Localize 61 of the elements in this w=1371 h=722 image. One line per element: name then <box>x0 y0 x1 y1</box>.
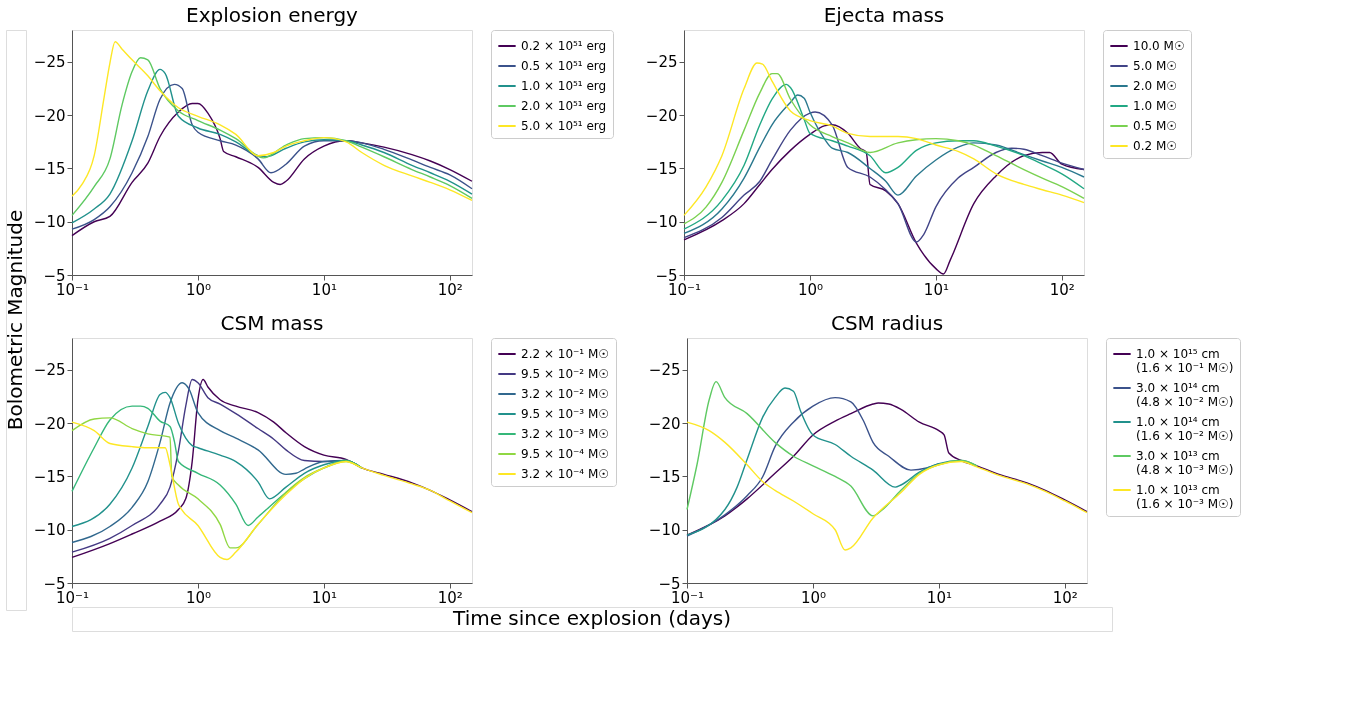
x-tick-label: 10² <box>437 588 463 607</box>
legend-label: 3.0 × 10¹³ cm (4.8 × 10⁻³ M☉) <box>1136 449 1234 477</box>
legend-label: 0.5 M☉ <box>1133 119 1178 133</box>
chart-title: CSM radius <box>830 310 944 335</box>
y-tick-label: −15 <box>645 159 678 178</box>
y-tick-label: −20 <box>33 106 66 125</box>
y-tick-label: −15 <box>648 467 681 486</box>
y-tick-label: −10 <box>648 521 681 540</box>
legend-label: 10.0 M☉ <box>1133 39 1185 53</box>
y-tick-label: −25 <box>645 53 678 72</box>
legend-label: 1.0 M☉ <box>1133 99 1178 113</box>
y-tick-label: −20 <box>648 414 681 433</box>
y-tick-label: −25 <box>33 53 66 72</box>
legend-label: 0.5 × 10⁵¹ erg <box>521 59 607 73</box>
legend-label: 1.0 × 10¹³ cm (1.6 × 10⁻³ M☉) <box>1136 483 1234 511</box>
y-tick-label: −20 <box>645 106 678 125</box>
legend-label: 2.0 × 10⁵¹ erg <box>521 99 607 113</box>
x-tick-label: 10¹ <box>926 588 952 607</box>
legend-label: 1.0 × 10¹⁴ cm (1.6 × 10⁻² M☉) <box>1136 415 1234 443</box>
x-tick-label: 10⁰ <box>797 280 823 299</box>
x-tick-label: 10⁰ <box>185 588 211 607</box>
x-tick-label: 10¹ <box>311 280 337 299</box>
y-tick-label: −25 <box>33 361 66 380</box>
x-tick-label: 10² <box>1052 588 1078 607</box>
x-tick-label: 10¹ <box>923 280 949 299</box>
y-tick-label: −10 <box>33 213 66 232</box>
legend-label: 0.2 M☉ <box>1133 139 1178 153</box>
x-tick-label: 10² <box>1049 280 1075 299</box>
x-tick-label: 10⁻¹ <box>670 588 705 607</box>
legend-label: 3.0 × 10¹⁴ cm (4.8 × 10⁻² M☉) <box>1136 381 1234 409</box>
y-tick-label: −15 <box>33 159 66 178</box>
legend-label: 2.0 M☉ <box>1133 79 1178 93</box>
legend-label: 1.0 × 10⁵¹ erg <box>521 79 607 93</box>
legend-label: 9.5 × 10⁻⁴ M☉ <box>521 447 610 461</box>
legend-label: 9.5 × 10⁻² M☉ <box>521 367 610 381</box>
y-axis-title: Bolometric Magnitude <box>3 209 27 431</box>
x-tick-label: 10¹ <box>311 588 337 607</box>
legend-label: 3.2 × 10⁻³ M☉ <box>521 427 610 441</box>
legend-label: 5.0 M☉ <box>1133 59 1178 73</box>
x-tick-label: 10⁰ <box>185 280 211 299</box>
legend-label: 2.2 × 10⁻¹ M☉ <box>521 347 610 361</box>
y-tick-label: −25 <box>648 361 681 380</box>
legend-label: 9.5 × 10⁻³ M☉ <box>521 407 610 421</box>
legend-label: 1.0 × 10¹⁵ cm (1.6 × 10⁻¹ M☉) <box>1136 347 1234 375</box>
chart-title: CSM mass <box>220 310 324 335</box>
legend-label: 3.2 × 10⁻² M☉ <box>521 387 610 401</box>
legend-label: 3.2 × 10⁻⁴ M☉ <box>521 467 610 481</box>
x-tick-label: 10⁻¹ <box>55 588 90 607</box>
x-tick-label: 10⁰ <box>800 588 826 607</box>
y-tick-label: −15 <box>33 467 66 486</box>
y-tick-label: −10 <box>645 213 678 232</box>
chart-title: Ejecta mass <box>823 2 945 27</box>
x-tick-label: 10⁻¹ <box>667 280 702 299</box>
y-tick-label: −10 <box>33 521 66 540</box>
legend-label: 5.0 × 10⁵¹ erg <box>521 119 607 133</box>
chart-title: Explosion energy <box>186 2 359 27</box>
x-tick-label: 10⁻¹ <box>55 280 90 299</box>
x-tick-label: 10² <box>437 280 463 299</box>
x-axis-title: Time since explosion (days) <box>452 606 731 630</box>
legend-label: 0.2 × 10⁵¹ erg <box>521 39 607 53</box>
y-tick-label: −20 <box>33 414 66 433</box>
